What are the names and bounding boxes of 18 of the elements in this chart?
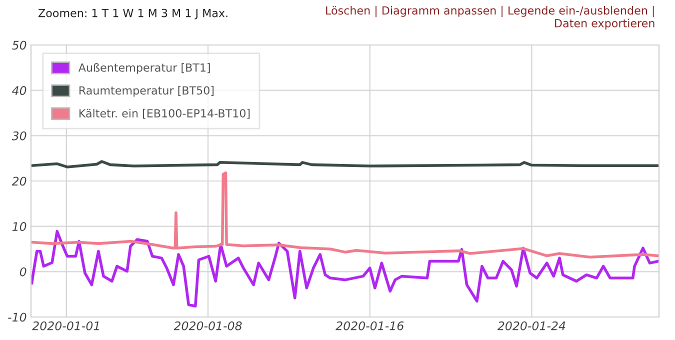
y-tick-label: 40 bbox=[12, 86, 26, 95]
x-tick-label: 2020-01-01 bbox=[32, 321, 99, 330]
y-tick-label: 10 bbox=[12, 222, 26, 231]
x-tick-label: 2020-01-24 bbox=[497, 321, 566, 330]
legend-label: Kältetr. ein [EB100-EP14-BT10] bbox=[79, 108, 250, 119]
y-tick-label: 50 bbox=[12, 40, 26, 50]
x-tick-label: 2020-01-08 bbox=[174, 321, 242, 330]
line-series bbox=[31, 171, 659, 259]
line-series bbox=[31, 230, 659, 308]
y-tick-label: -10 bbox=[8, 312, 26, 322]
legend-label: Außentemperatur [BT1] bbox=[78, 63, 210, 74]
y-tick-label: 20 bbox=[12, 176, 26, 186]
y-tick-label: 30 bbox=[12, 131, 26, 140]
x-tick-label: 2020-01-16 bbox=[336, 321, 404, 330]
text: Löschen | Diagramm anpassen | Legende ein-/ausblenden | Daten exportieren bbox=[326, 6, 654, 30]
text: Zoomen: 1 T 1 W 1 M 3 M 1 J Max. bbox=[38, 8, 228, 20]
legend-label: Raumtemperatur [BT50] bbox=[79, 86, 214, 97]
y-tick-label: 0 bbox=[20, 267, 26, 276]
